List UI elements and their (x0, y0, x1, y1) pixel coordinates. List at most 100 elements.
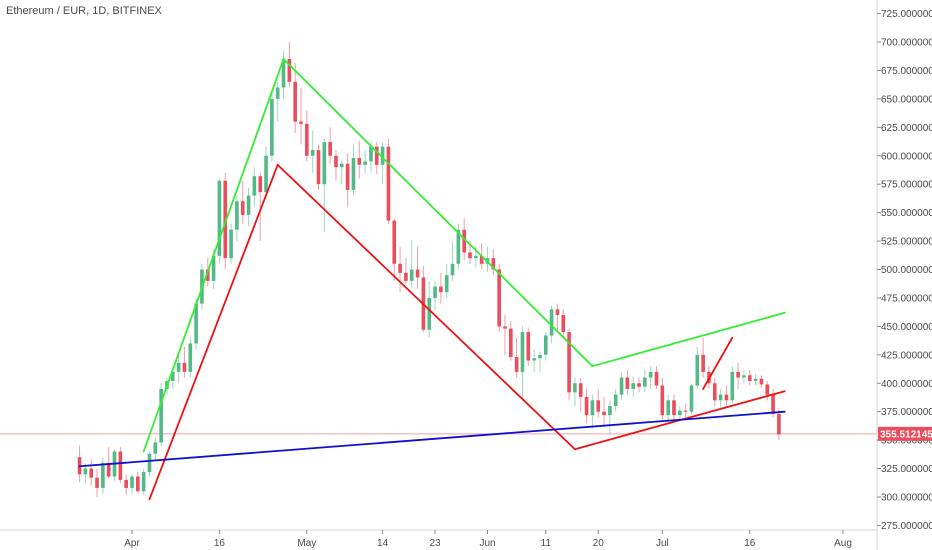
candle-body (141, 471, 146, 492)
candle-down (240, 180, 245, 224)
candle-body (270, 98, 274, 156)
trendline-green-upper-1 (142, 58, 285, 453)
candle-body (509, 328, 513, 358)
trendline-red-spike (702, 336, 734, 390)
price-tick-label: 300.00000000 (881, 493, 932, 504)
candle-body (136, 476, 140, 492)
time-tick-label: Jul (656, 538, 669, 549)
candle-body (205, 269, 210, 281)
candle-down (683, 403, 688, 418)
candle-body (474, 255, 478, 259)
trendlines-layer (78, 58, 786, 501)
candle-body (427, 297, 432, 330)
candle-body (520, 332, 525, 372)
candle-body (398, 263, 402, 273)
candle-body (759, 378, 764, 385)
candle-body (561, 315, 566, 333)
candle-body (730, 371, 735, 401)
candle-body (543, 335, 548, 355)
candle-body (339, 163, 344, 168)
candle-body (305, 123, 309, 156)
candle-up (176, 351, 181, 384)
last-price-tag-bg (878, 426, 932, 441)
candle-body (503, 326, 507, 329)
candle-body (240, 201, 245, 215)
candle-down (526, 327, 531, 367)
candle-up (643, 369, 647, 393)
trendline-blue-support (78, 410, 786, 468)
candle-up (631, 376, 636, 397)
last-price-tag-label: 355.51214523 (880, 429, 932, 440)
candle-body (654, 371, 659, 386)
candle-body (386, 146, 391, 221)
time-tick-label: 16 (214, 538, 226, 549)
candle-body (194, 303, 198, 344)
candle-up (141, 468, 146, 495)
candle-body (159, 388, 163, 443)
candle-up (235, 195, 239, 242)
candle-down (386, 138, 391, 224)
candle-down (759, 375, 764, 388)
time-tick-label: 20 (593, 538, 605, 549)
candle-up (520, 326, 525, 401)
candle-up (689, 383, 694, 416)
candle-body (491, 258, 496, 270)
candle-body (439, 286, 443, 293)
candle-up (730, 366, 735, 404)
candle-body (124, 479, 128, 488)
candle-body (689, 385, 694, 412)
candle-down (345, 153, 350, 207)
candle-up (532, 349, 536, 372)
price-tick-label: 475.00000000 (881, 293, 932, 304)
candle-down (637, 377, 641, 393)
candle-body (404, 272, 408, 281)
candle-body (777, 413, 781, 435)
candle-body (578, 383, 583, 397)
candle-body (672, 400, 676, 416)
candle-body (724, 394, 729, 401)
candle-up (310, 130, 315, 173)
candle-up (252, 167, 257, 207)
candle-body (380, 146, 385, 165)
candle-down (555, 303, 560, 333)
candle-body (392, 220, 397, 264)
price-tick-label: 350.00000000 (881, 436, 932, 447)
candle-up (742, 369, 746, 384)
candle-down (503, 315, 507, 355)
price-tick-label: 675.00000000 (881, 66, 932, 77)
candle-up (718, 388, 723, 409)
candle-down (584, 388, 589, 424)
candle-down (497, 263, 501, 333)
candle-body (170, 371, 175, 381)
candle-down (328, 127, 332, 164)
candle-body (369, 146, 373, 162)
candle-down (514, 337, 519, 378)
candle-up (217, 178, 222, 264)
candle-down (439, 272, 443, 304)
candle-down (136, 471, 140, 494)
candle-body (742, 375, 746, 378)
candle-body (468, 252, 472, 259)
candle-body (182, 362, 187, 372)
candle-body (712, 383, 717, 401)
time-tick-label: Apr (124, 538, 140, 549)
candles-layer (77, 42, 781, 497)
candle-down (106, 446, 111, 479)
candle-body (106, 462, 111, 477)
candle-body (374, 146, 379, 165)
price-tick-label: 550.00000000 (881, 208, 932, 219)
candle-body (281, 59, 286, 88)
candle-down (654, 366, 659, 389)
price-tick-label: 425.00000000 (881, 350, 932, 361)
candle-up (648, 366, 653, 389)
candle-up (613, 388, 618, 412)
candle-up (573, 377, 577, 406)
candle-up (450, 241, 455, 281)
candle-down (95, 468, 99, 497)
trendline-green-upper-3 (591, 311, 786, 368)
trendline-green-upper-2 (282, 58, 594, 368)
candle-body (613, 394, 618, 406)
candle-body (415, 269, 420, 278)
candle-body (357, 158, 362, 165)
